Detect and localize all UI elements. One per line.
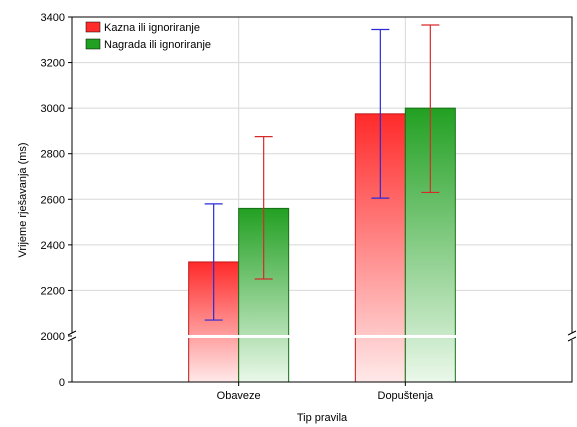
axis-break-mark bbox=[567, 336, 577, 342]
y-tick-label: 2400 bbox=[41, 240, 65, 252]
y-tick-label: 3000 bbox=[41, 103, 65, 115]
axis-break-gap bbox=[568, 333, 576, 340]
y-tick-label: 2000 bbox=[41, 331, 65, 343]
axis-break-band bbox=[73, 335, 571, 338]
error-bar-2-2 bbox=[421, 24, 440, 194]
grid bbox=[72, 17, 572, 382]
axis-break-mark bbox=[67, 336, 77, 342]
y-tick-label: 2600 bbox=[41, 194, 65, 206]
tick-labels: 0 2000 2200 2400 2600 2800 3000 3200 3400 Obaveze… bbox=[41, 12, 435, 402]
y-tick-label: 3200 bbox=[41, 58, 65, 70]
error-bars bbox=[204, 24, 440, 321]
x-tick-label: Dopuštenja bbox=[378, 390, 435, 402]
y-axis-label: Vrijeme rješavanja (ms) bbox=[17, 142, 29, 257]
legend-swatch-series-1 bbox=[85, 21, 101, 33]
y-tick-label: 3400 bbox=[41, 12, 65, 24]
x-axis-label: Tip pravila bbox=[297, 412, 348, 424]
x-tick-label: Obaveze bbox=[217, 390, 261, 402]
error-bar-2-1 bbox=[254, 136, 273, 280]
error-bar-1-2 bbox=[371, 28, 390, 199]
error-bar-1-1 bbox=[204, 203, 223, 321]
legend: Kazna ili ignoriranje Nagrada ili ignori… bbox=[85, 21, 211, 51]
y-tick-label: 0 bbox=[59, 377, 65, 389]
legend-label-series-2: Nagrada ili ignoriranje bbox=[104, 39, 211, 51]
y-tick-label: 2200 bbox=[41, 285, 65, 297]
legend-swatch-series-2 bbox=[85, 38, 101, 50]
axis-break-mark bbox=[567, 330, 577, 336]
axis-break-mark bbox=[67, 330, 77, 336]
y-tick-label: 2800 bbox=[41, 149, 65, 161]
legend-label-series-1: Kazna ili ignoriranje bbox=[104, 22, 200, 34]
